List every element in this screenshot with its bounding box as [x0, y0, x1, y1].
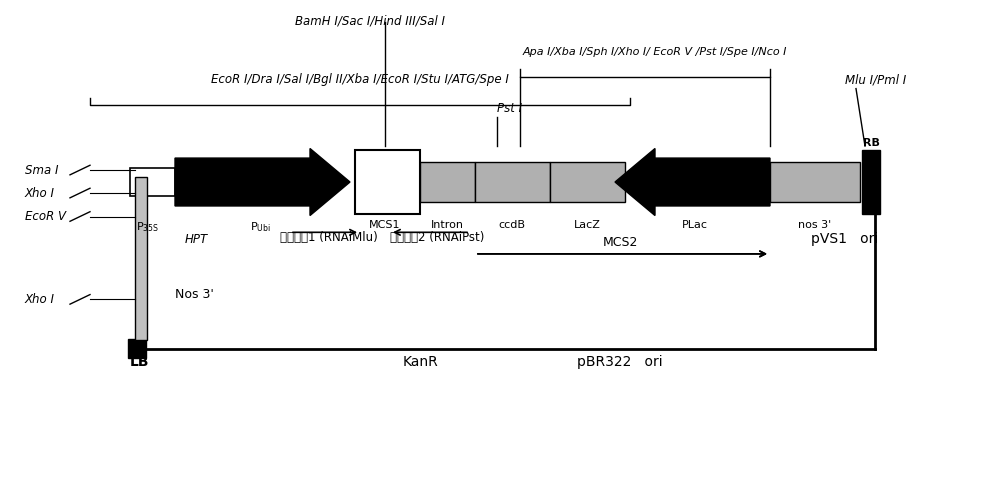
Text: KanR: KanR: [402, 354, 438, 369]
FancyBboxPatch shape: [475, 162, 550, 202]
FancyBboxPatch shape: [135, 177, 147, 340]
Text: EcoR I/Dra I/Sal I/Bgl II/Xba I/EcoR I/Stu I/ATG/Spe I: EcoR I/Dra I/Sal I/Bgl II/Xba I/EcoR I/S…: [211, 73, 509, 86]
Text: Xho I: Xho I: [25, 293, 55, 306]
FancyBboxPatch shape: [355, 150, 420, 214]
Text: RB: RB: [863, 138, 879, 148]
Text: Sma I: Sma I: [25, 163, 58, 177]
Text: BamH I/Sac I/Hind III/Sal I: BamH I/Sac I/Hind III/Sal I: [295, 14, 445, 27]
Text: PLac: PLac: [682, 220, 708, 230]
Text: Mlu I/Pml I: Mlu I/Pml I: [845, 73, 906, 86]
Text: $\mathregular{P_{35S}}$: $\mathregular{P_{35S}}$: [136, 220, 160, 234]
Text: Apa I/Xba I/Sph I/Xho I/ EcoR V /Pst I/Spe I/Nco I: Apa I/Xba I/Sph I/Xho I/ EcoR V /Pst I/S…: [523, 47, 787, 57]
Text: EcoR V: EcoR V: [25, 210, 66, 223]
FancyBboxPatch shape: [550, 162, 625, 202]
Text: ccdB: ccdB: [498, 220, 526, 230]
FancyArrow shape: [175, 148, 350, 216]
Text: HPT: HPT: [185, 233, 208, 246]
FancyBboxPatch shape: [130, 168, 175, 196]
Text: Xho I: Xho I: [25, 186, 55, 200]
Text: 通用引物2 (RNAiPst): 通用引物2 (RNAiPst): [390, 230, 484, 244]
Text: pVS1   ori: pVS1 ori: [811, 232, 879, 247]
Text: Nos 3': Nos 3': [175, 288, 214, 301]
Text: 通用引物1 (RNAiMlu): 通用引物1 (RNAiMlu): [280, 230, 378, 244]
Text: LacZ: LacZ: [574, 220, 600, 230]
FancyBboxPatch shape: [770, 162, 860, 202]
Text: MCS1: MCS1: [369, 220, 401, 230]
Text: MCS2: MCS2: [602, 236, 638, 249]
FancyBboxPatch shape: [862, 150, 880, 214]
Text: nos 3': nos 3': [798, 220, 832, 230]
Text: Intron: Intron: [430, 220, 464, 230]
Text: LB: LB: [130, 354, 150, 369]
FancyBboxPatch shape: [128, 339, 146, 358]
FancyArrow shape: [615, 148, 770, 216]
Text: $\mathregular{P_{Ubi}}$: $\mathregular{P_{Ubi}}$: [250, 220, 270, 234]
Text: Pst I: Pst I: [497, 102, 522, 115]
Text: pBR322   ori: pBR322 ori: [577, 354, 663, 369]
FancyBboxPatch shape: [420, 162, 475, 202]
